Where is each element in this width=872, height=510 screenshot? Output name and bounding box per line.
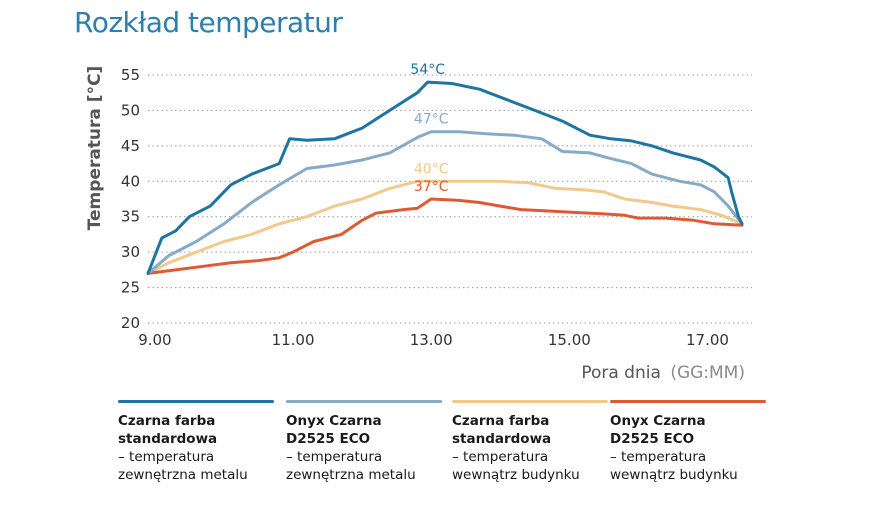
- y-tick-label: 25: [121, 279, 140, 297]
- x-axis-label-unit: (GG:MM): [670, 363, 745, 383]
- peak-labels: 54°C 47°C 40°C 37°C: [410, 62, 448, 195]
- series-lines: [146, 80, 744, 275]
- x-axis-label: Pora dnia (GG:MM): [581, 363, 745, 383]
- legend-item-2: Czarna farba standardowa – temperatura we…: [452, 400, 614, 484]
- y-tick-label: 30: [121, 243, 140, 261]
- legend-item-0: Czarna farba standardowa – temperatura ze…: [118, 400, 280, 484]
- series-line-2: [146, 179, 744, 275]
- peak-label-0: 54°C: [410, 62, 445, 78]
- chart-title: Rozkład temperatur: [74, 6, 343, 39]
- series-line-1: [146, 130, 744, 275]
- legend-swatch: [286, 400, 442, 403]
- series-line-0: [146, 80, 744, 275]
- line-chart: 20 25 30 35 40 45 50 55 9.00 11.00 13.00 15.00 17.0…: [85, 62, 752, 383]
- legend-swatch: [118, 400, 274, 403]
- legend-series-name: Czarna farba standardowa: [118, 413, 218, 447]
- legend-series-name: Czarna farba standardowa: [452, 413, 552, 447]
- x-tick-label: 17.00: [686, 331, 729, 349]
- legend-series-desc: – temperatura zewnętrzna metalu: [118, 449, 248, 483]
- x-tick-label: 9.00: [138, 331, 171, 349]
- peak-label-1: 47°C: [414, 112, 449, 128]
- legend-series-desc: – temperatura zewnętrzna metalu: [286, 449, 416, 483]
- legend-series-name: Onyx Czarna D2525 ECO: [610, 413, 706, 447]
- legend-swatch: [610, 400, 766, 403]
- x-tick-label: 15.00: [548, 331, 591, 349]
- x-tick-labels: 9.00 11.00 13.00 15.00 17.00: [138, 331, 729, 349]
- y-tick-label: 40: [121, 172, 140, 190]
- legend-series-name: Onyx Czarna D2525 ECO: [286, 413, 382, 447]
- x-tick-label: 11.00: [272, 331, 315, 349]
- y-tick-label: 45: [121, 137, 140, 155]
- x-axis-label-main: Pora dnia: [581, 363, 661, 383]
- legend-item-3: Onyx Czarna D2525 ECO – temperatura wewną…: [610, 400, 772, 484]
- peak-label-2: 40°C: [414, 161, 449, 177]
- y-tick-label: 50: [121, 101, 140, 119]
- y-tick-label: 35: [121, 208, 140, 226]
- y-tick-labels: 20 25 30 35 40 45 50 55: [121, 66, 140, 332]
- legend-series-desc: – temperatura wewnątrz budynku: [452, 449, 580, 483]
- y-axis-label: Temperatura [°C]: [85, 66, 105, 231]
- peak-label-3: 37°C: [414, 179, 449, 195]
- legend-item-1: Onyx Czarna D2525 ECO – temperatura zewnę…: [286, 400, 448, 484]
- legend-series-desc: – temperatura wewnątrz budynku: [610, 449, 738, 483]
- y-tick-label: 20: [121, 314, 140, 332]
- series-line-3: [146, 197, 744, 275]
- x-tick-label: 13.00: [410, 331, 453, 349]
- y-tick-label: 55: [121, 66, 140, 84]
- legend-swatch: [452, 400, 608, 403]
